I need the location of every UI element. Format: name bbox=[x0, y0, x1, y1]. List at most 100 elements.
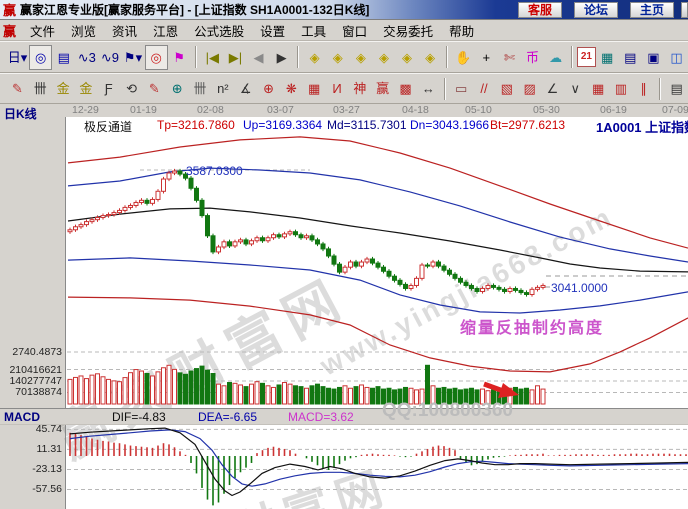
price-axis-label: 2740.4873 bbox=[12, 346, 62, 358]
macd-header: MACD DIF=-4.83 DEA=-6.65 MACD=3.62 bbox=[0, 408, 688, 425]
flag-dropdown-icon[interactable]: ⚑▾ bbox=[123, 49, 143, 65]
next-bar-icon[interactable]: ▶ bbox=[276, 49, 287, 65]
period-label[interactable]: 日K线 bbox=[4, 107, 37, 121]
indicator-value-Tp: Tp=3216.7860 bbox=[157, 118, 235, 132]
toolbar-separator bbox=[297, 46, 300, 68]
grid-b-icon[interactable]: ▥ bbox=[614, 81, 628, 96]
titlebar-button-2[interactable]: 论坛 bbox=[574, 2, 618, 18]
coin-tool-icon[interactable]: 币 bbox=[526, 49, 540, 65]
save-icon[interactable]: ▣ bbox=[647, 49, 660, 65]
width-icon[interactable]: ↔ bbox=[421, 81, 435, 96]
fibo-icon[interactable]: Ƒ bbox=[104, 81, 113, 96]
last-price-label: 3041.0000 bbox=[551, 281, 608, 295]
mask-red-icon[interactable]: ◎ bbox=[144, 44, 168, 70]
menu-公式选股[interactable]: 公式选股 bbox=[194, 24, 245, 39]
notepad-icon[interactable]: ▤ bbox=[624, 49, 637, 65]
angles-icon[interactable]: ∠ bbox=[546, 81, 559, 96]
ktype-dropdown-icon[interactable]: 日▾ bbox=[7, 49, 28, 65]
wave9-icon[interactable]: ∿9 bbox=[100, 49, 119, 65]
window-title: 赢家江恩专业版[赢家服务平台] - [上证指数 SH1A0001-132日K线] bbox=[20, 3, 370, 17]
gold-ruler2-icon[interactable]: 金 bbox=[79, 81, 93, 96]
boxfan-icon[interactable]: ▧ bbox=[500, 81, 513, 96]
indicator-value-Dn: Dn=3043.1966 bbox=[410, 118, 490, 132]
menu-江恩[interactable]: 江恩 bbox=[153, 24, 179, 39]
macd-macd-value: MACD=3.62 bbox=[288, 410, 354, 424]
first-bar-icon[interactable]: |◀ bbox=[205, 49, 219, 65]
indicator-name[interactable]: 极反通道 bbox=[84, 120, 133, 134]
info-doc-icon[interactable]: ▤ bbox=[57, 49, 70, 65]
macd-name[interactable]: MACD bbox=[4, 410, 40, 424]
gann-diamond-right-icon[interactable]: ◈ bbox=[332, 49, 343, 65]
ruler-icon[interactable]: 卌 bbox=[33, 81, 47, 96]
flag-color-icon[interactable]: ⚑ bbox=[173, 49, 186, 65]
menu-logo-icon: 赢 bbox=[3, 23, 17, 39]
target-icon[interactable]: ⊕ bbox=[263, 81, 274, 96]
ruler2-icon[interactable]: 卌 bbox=[193, 81, 207, 96]
left-axis-panel bbox=[0, 104, 66, 509]
date-tick-05-30: 05-30 bbox=[533, 104, 560, 116]
indicator-value-Up: Up=3169.3364 bbox=[243, 118, 323, 132]
gann-diamond-v-icon[interactable]: ◈ bbox=[425, 49, 436, 65]
gann-diamond-left-icon[interactable]: ◈ bbox=[309, 49, 320, 65]
gridbox-icon[interactable]: ▦ bbox=[308, 81, 321, 96]
crosshair-icon[interactable]: + bbox=[482, 49, 491, 65]
erase-tool-icon[interactable]: ✄ bbox=[503, 49, 515, 65]
angle-icon[interactable]: ∡ bbox=[239, 81, 252, 96]
grid-a-icon[interactable]: ▦ bbox=[591, 81, 605, 96]
menu-文件[interactable]: 文件 bbox=[30, 24, 56, 39]
titlebar-extra-button[interactable] bbox=[681, 2, 688, 18]
macd-dif-value: DIF=-4.83 bbox=[112, 410, 166, 424]
menu-资讯[interactable]: 资讯 bbox=[112, 24, 138, 39]
gold-ruler1-icon[interactable]: 金 bbox=[56, 81, 70, 96]
chart-area: 赢家财富网 www.yingjia668.com 赢家财富网 12-2901-1… bbox=[0, 104, 688, 509]
toolbar-separator bbox=[659, 77, 662, 100]
fan-icon[interactable]: // bbox=[480, 81, 488, 96]
gann-diamond-h-icon[interactable]: ◈ bbox=[355, 49, 366, 65]
date-tick-12-29: 12-29 bbox=[72, 104, 99, 116]
gann-diamond-x-icon[interactable]: ◈ bbox=[378, 49, 389, 65]
date-axis: 12-29 01-19 02-08 03-07 03-27 04-18 05-10 05-30… bbox=[0, 104, 688, 117]
chart-canvas[interactable] bbox=[0, 104, 688, 509]
titlebar-button-1[interactable]: 客服 bbox=[518, 2, 562, 18]
hand-icon[interactable]: ✋ bbox=[455, 49, 472, 65]
finegrid-icon[interactable]: ▩ bbox=[399, 81, 412, 96]
circle-ruler-icon[interactable]: ⊕ bbox=[171, 81, 183, 96]
web-icon[interactable]: ❋ bbox=[285, 81, 297, 96]
wave3-icon[interactable]: ∿3 bbox=[77, 49, 96, 65]
menu-帮助[interactable]: 帮助 bbox=[449, 24, 475, 39]
boxfan-filled-icon[interactable]: ▨ bbox=[523, 81, 536, 96]
vlines-icon[interactable]: ∨ bbox=[570, 81, 581, 96]
menu-工具[interactable]: 工具 bbox=[301, 24, 327, 39]
parallel-icon[interactable]: ∥ bbox=[640, 81, 648, 96]
date-tick-04-18: 04-18 bbox=[402, 104, 429, 116]
date-tick-02-08: 02-08 bbox=[197, 104, 224, 116]
date-tick-03-07: 03-07 bbox=[267, 104, 294, 116]
network-icon[interactable]: ◫ bbox=[670, 49, 683, 65]
shen-icon[interactable]: 神 bbox=[353, 81, 367, 96]
panel-icon[interactable]: ▤ bbox=[670, 81, 683, 96]
analysis-note: 缩量反抽制约高度 bbox=[460, 320, 605, 337]
menu-窗口[interactable]: 窗口 bbox=[342, 24, 368, 39]
menu-交易委托[interactable]: 交易委托 bbox=[383, 24, 434, 39]
gann-diamond-plus-icon[interactable]: ◈ bbox=[402, 49, 413, 65]
n2-icon[interactable]: n² bbox=[217, 81, 229, 96]
mask-icon[interactable]: ◎ bbox=[29, 44, 53, 70]
ying-icon[interactable]: 赢 bbox=[376, 81, 390, 96]
prev-bar-icon[interactable]: ◀ bbox=[253, 49, 264, 65]
calculator-icon[interactable]: ▦ bbox=[601, 49, 614, 65]
pencil-icon[interactable]: ✎ bbox=[11, 81, 23, 96]
calendar-icon[interactable]: 21 bbox=[577, 47, 596, 67]
box-icon[interactable]: ▭ bbox=[455, 81, 468, 96]
titlebar-button-3[interactable]: 主页 bbox=[630, 2, 674, 18]
cloud-tool-icon[interactable]: ☁ bbox=[549, 49, 563, 65]
brush-ruler-icon[interactable]: ✎ bbox=[148, 81, 160, 96]
menu-浏览[interactable]: 浏览 bbox=[71, 24, 97, 39]
date-tick-05-10: 05-10 bbox=[465, 104, 492, 116]
menu-设置[interactable]: 设置 bbox=[260, 24, 286, 39]
spiral-icon[interactable]: ⟲ bbox=[126, 81, 137, 96]
i-tool-icon[interactable]: И bbox=[332, 81, 342, 96]
toolbar-separator bbox=[443, 77, 446, 100]
last-bar-icon[interactable]: ▶| bbox=[228, 49, 243, 65]
indicator-value-Bt: Bt=2977.6213 bbox=[490, 118, 566, 132]
menu-bar: 赢 文件 浏览 资讯 江恩 公式选股 设置 工具 窗口 交易委托 帮助 bbox=[0, 20, 688, 41]
